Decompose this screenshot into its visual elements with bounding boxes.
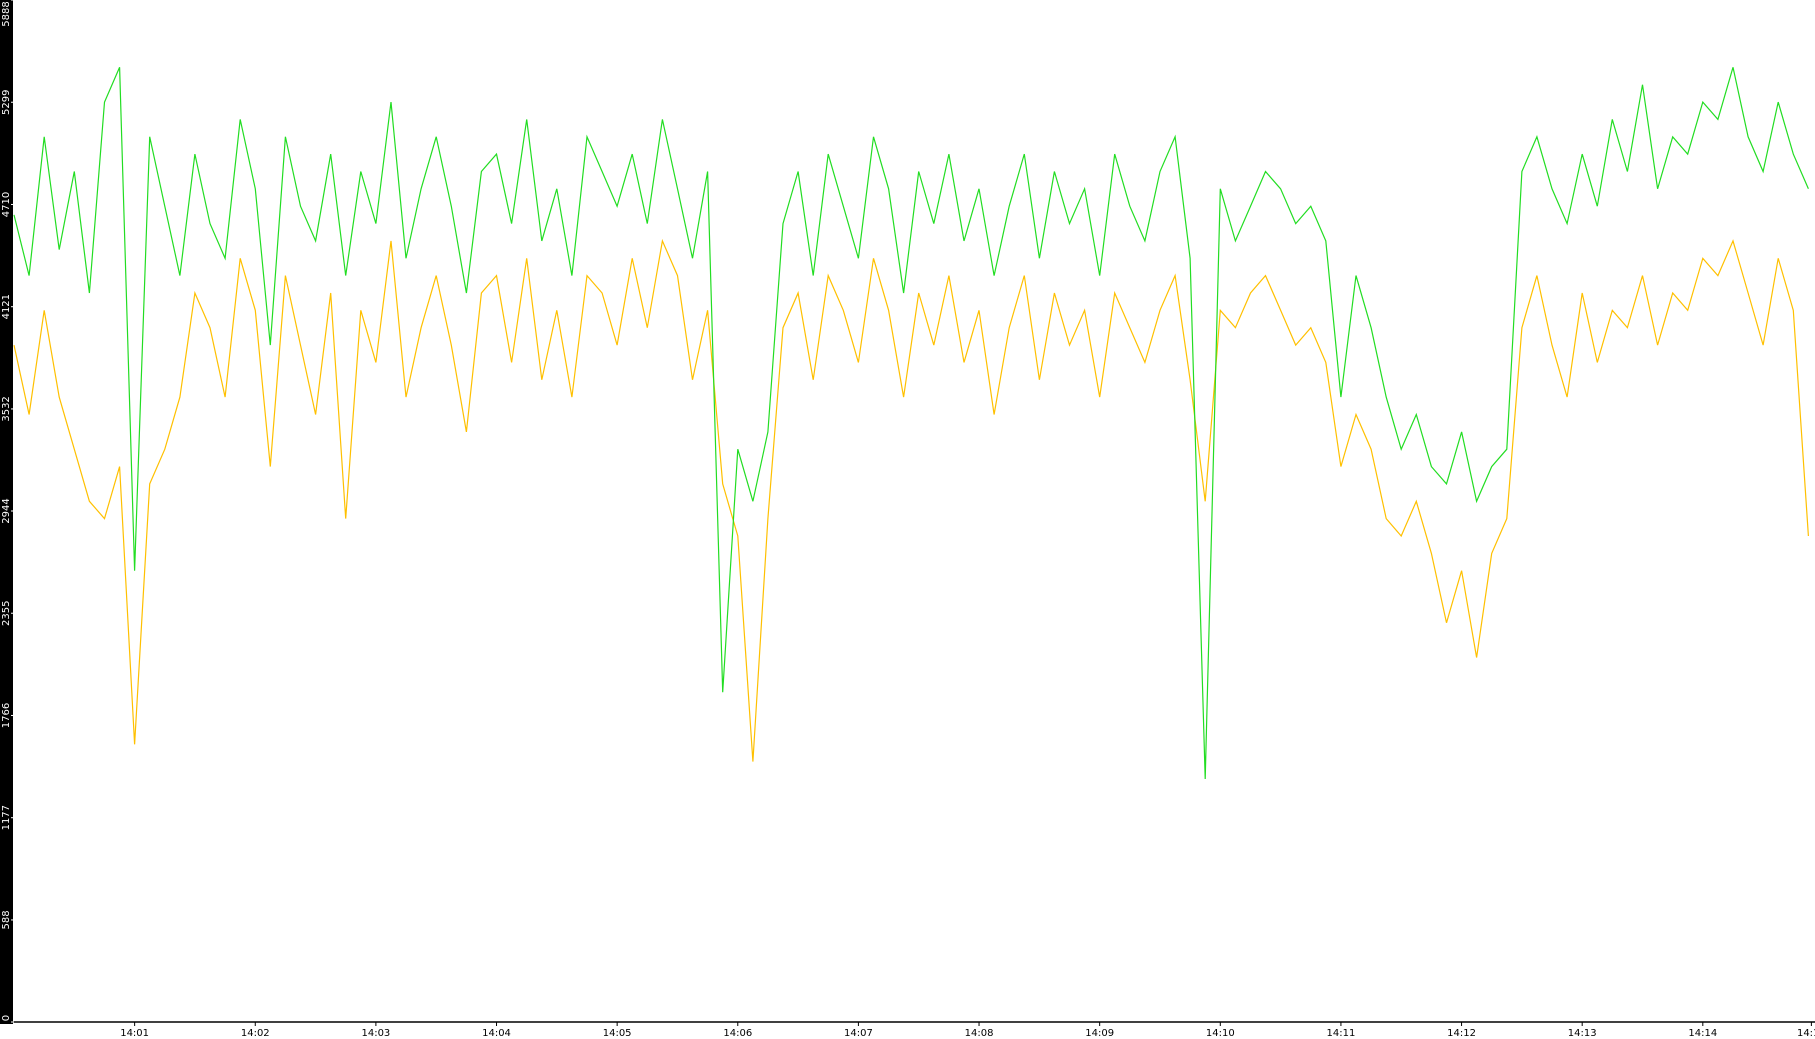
series-line — [13, 67, 1809, 780]
y-tick-label: 2355 — [1, 601, 12, 626]
x-tick-label: 14:13 — [1568, 1028, 1597, 1039]
y-tick-label: 5888 — [1, 1, 12, 26]
x-tick-label: 14:06 — [723, 1028, 752, 1039]
x-tick-label: 14:03 — [361, 1028, 390, 1039]
y-tick-label: 588 — [1, 910, 12, 929]
x-tick-label: 14:01 — [120, 1028, 149, 1039]
x-tick-label: 14:08 — [965, 1028, 994, 1039]
y-tick-label: 1766 — [1, 703, 12, 728]
x-tick-label: 14:11 — [1327, 1028, 1356, 1039]
x-tick-label: 14:05 — [603, 1028, 632, 1039]
x-tick-label: 14:07 — [844, 1028, 873, 1039]
series-line — [13, 238, 1809, 762]
y-tick-label: 4121 — [1, 294, 12, 319]
y-tick-label: 4710 — [1, 192, 12, 217]
x-tick-label: 14:02 — [241, 1028, 270, 1039]
y-tick-label: 3532 — [1, 396, 12, 421]
x-tick-label: 14:10 — [1206, 1028, 1235, 1039]
x-tick-label: 14:12 — [1447, 1028, 1476, 1039]
y-tick-label: 1177 — [1, 805, 12, 830]
x-tick-label: 14:04 — [482, 1028, 511, 1039]
y-tick-label: 2944 — [1, 498, 12, 523]
x-tick-label: 14:09 — [1085, 1028, 1114, 1039]
y-tick-label: 0 — [1, 1015, 12, 1021]
y-tick-label: 5299 — [1, 90, 12, 115]
x-tick-label: 14:14 — [1688, 1028, 1717, 1039]
y-axis-strip — [0, 0, 13, 1024]
x-tick-label: 14:15 — [1797, 1028, 1815, 1039]
